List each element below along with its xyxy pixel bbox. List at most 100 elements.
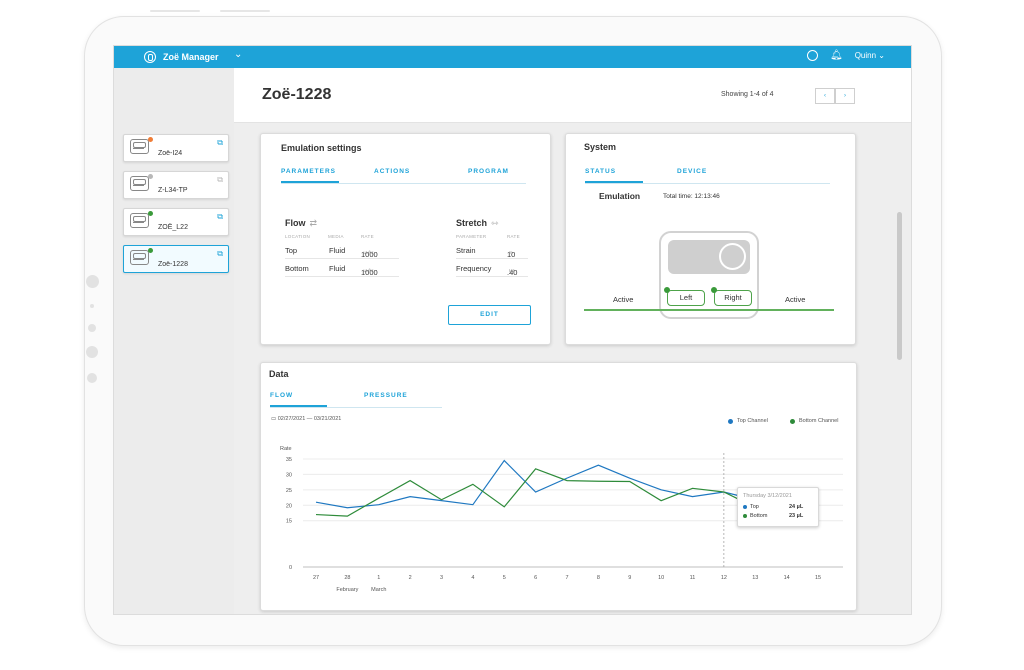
stretch-header-parameter: PARAMETER xyxy=(456,234,487,239)
tooltip-date: Thursday 3/12/2021 xyxy=(743,493,792,499)
tab-actions[interactable]: ACTIONS xyxy=(374,168,411,175)
tab-device[interactable]: DEVICE xyxy=(677,168,708,175)
x-tick-label: 3 xyxy=(440,575,443,581)
flow-rate: 1000 xyxy=(361,268,378,277)
stretch-parameter: Frequency xyxy=(456,264,492,273)
flow-header-rate: RATE xyxy=(361,234,374,239)
device-card[interactable]: Zoë-I24 ⧉ xyxy=(123,134,229,162)
bell-icon[interactable]: 🔔︎ xyxy=(830,50,843,61)
chip-window xyxy=(668,240,750,274)
device-chip-icon xyxy=(130,250,149,265)
x-tick-label: 2 xyxy=(409,575,412,581)
flow-title: Flow ⇄ xyxy=(285,218,317,229)
date-range[interactable]: ▭ 02/27/2021 — 03/21/2021 xyxy=(271,416,341,422)
device-card[interactable]: Z-L34-TP ⧉ xyxy=(123,171,229,199)
prev-page-button[interactable]: ‹ xyxy=(815,88,835,104)
tab-parameters[interactable]: PARAMETERS xyxy=(281,168,339,183)
export-icon[interactable]: ⧉ xyxy=(217,212,223,221)
status-dot xyxy=(148,248,153,253)
device-chip-icon xyxy=(130,213,149,228)
x-tick-label: 9 xyxy=(628,575,631,581)
stretch-rate: .40 xyxy=(507,268,518,277)
flow-media: Fluid xyxy=(329,264,346,273)
left-status: Active xyxy=(613,295,634,304)
export-icon[interactable]: ⧉ xyxy=(217,138,223,147)
y-tick-label: 25 xyxy=(286,488,292,494)
pagination-summary: Showing 1-4 of 4 xyxy=(721,91,774,98)
legend-swatch-top xyxy=(728,418,733,424)
system-tabs: STATUS DEVICE xyxy=(585,168,830,184)
series-line-bottom xyxy=(315,468,819,517)
device-card[interactable]: ZOË_L22 ⧉ xyxy=(123,208,229,236)
app-screen: Zoë Manager ⌄ 🔔︎ Quinn ⌄ Zoë-I24 ⧉ Z-L34… xyxy=(113,45,912,615)
right-status-dot xyxy=(711,287,717,293)
export-icon[interactable]: ⧉ xyxy=(217,175,223,184)
next-page-button[interactable]: › xyxy=(835,88,855,104)
stretch-title-text: Stretch xyxy=(456,218,488,228)
y-tick-label: 30 xyxy=(286,472,292,478)
tab-pressure[interactable]: PRESSURE xyxy=(364,392,408,399)
flow-title-text: Flow xyxy=(285,218,306,228)
flow-row: Top Fluid 1000 µL/hr xyxy=(285,242,399,259)
legend-label-bottom: Bottom Channel xyxy=(799,418,839,424)
right-status: Active xyxy=(785,295,806,304)
brand-menu[interactable]: Zoë Manager xyxy=(144,51,219,63)
device-name: Z-L34-TP xyxy=(158,187,188,194)
flow-media: Fluid xyxy=(329,246,346,255)
x-tick-label: 28 xyxy=(344,575,350,581)
tooltip-bottom-value: 23 µL xyxy=(789,513,804,519)
left-channel[interactable]: Left xyxy=(664,287,705,306)
x-tick-label: 1 xyxy=(377,575,380,581)
stretch-unit: Hz xyxy=(509,268,515,273)
device-name: ZOË_L22 xyxy=(158,224,188,231)
x-tick-label: 14 xyxy=(784,575,790,581)
date-range-text: 02/27/2021 — 03/21/2021 xyxy=(277,416,342,422)
x-tick-label: 5 xyxy=(503,575,506,581)
stretch-icon: ⇿ xyxy=(491,218,499,228)
flow-header-location: LOCATION xyxy=(285,234,311,239)
left-label: Left xyxy=(679,293,693,302)
tooltip-top-value: 24 µL xyxy=(789,504,804,510)
emulation-label: Emulation xyxy=(599,191,641,201)
chart-tooltip: Thursday 3/12/2021 Top 24 µL Bottom 23 µ… xyxy=(737,487,819,527)
flow-location: Top xyxy=(285,246,298,255)
device-sidebar: Zoë-I24 ⧉ Z-L34-TP ⧉ ZOË_L22 ⧉ Zoë-1228 … xyxy=(114,68,234,614)
tab-flow[interactable]: FLOW xyxy=(270,392,327,407)
stretch-unit: % xyxy=(509,250,514,255)
x-tick-label: 27 xyxy=(313,575,319,581)
status-dot xyxy=(148,211,153,216)
x-month-label: February xyxy=(336,587,358,593)
swap-icon: ⇄ xyxy=(309,218,318,228)
scrollbar[interactable] xyxy=(897,212,902,360)
legend-top: Top Channel xyxy=(728,418,768,424)
export-icon[interactable]: ⧉ xyxy=(217,249,223,258)
app-bar: Zoë Manager ⌄ 🔔︎ Quinn ⌄ xyxy=(114,46,911,68)
x-tick-label: 13 xyxy=(752,575,758,581)
y-tick-label: 20 xyxy=(286,503,292,509)
chevron-down-icon[interactable]: ⌄ xyxy=(234,49,243,60)
tooltip-bottom-label: Bottom xyxy=(750,513,768,519)
data-card: Data FLOW PRESSURE ▭ 02/27/2021 — 03/21/… xyxy=(260,362,857,611)
tooltip-top-label: Top xyxy=(750,504,759,510)
x-tick-label: 11 xyxy=(690,575,696,581)
right-channel[interactable]: Right xyxy=(711,287,752,306)
tooltip-swatch-top xyxy=(743,505,747,509)
y-axis-label: Rate xyxy=(280,446,292,452)
tab-status[interactable]: STATUS xyxy=(585,168,643,183)
tablet-speaker xyxy=(150,10,270,14)
left-status-dot xyxy=(664,287,670,293)
y-tick-label: 15 xyxy=(286,519,292,525)
device-card-selected[interactable]: Zoë-1228 ⧉ xyxy=(123,245,229,273)
y-tick-label: 35 xyxy=(286,457,292,463)
total-time: Total time: 12:13:46 xyxy=(663,193,720,200)
tab-program[interactable]: PROGRAM xyxy=(468,168,509,175)
x-month-label: March xyxy=(371,587,386,593)
x-tick-label: 6 xyxy=(534,575,537,581)
help-icon[interactable] xyxy=(807,50,818,61)
stretch-title: Stretch ⇿ xyxy=(456,218,499,229)
tooltip-swatch-bottom xyxy=(743,514,747,518)
user-menu[interactable]: Quinn ⌄ xyxy=(854,51,885,60)
edit-button[interactable]: EDIT xyxy=(448,305,531,325)
flow-location: Bottom xyxy=(285,264,309,273)
status-dot xyxy=(148,174,153,179)
